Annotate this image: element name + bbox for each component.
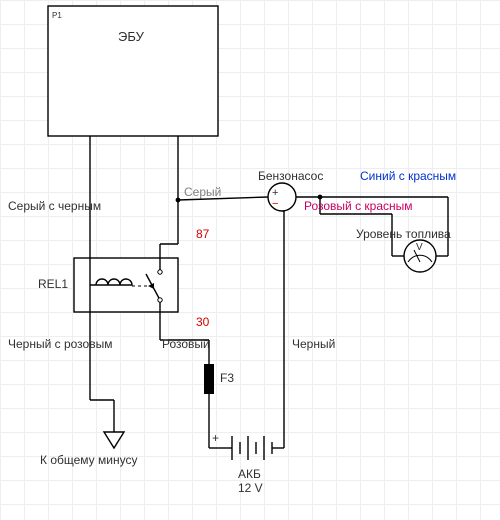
ground-label: К общему минусу: [40, 454, 137, 467]
wire-label-gray-black: Серый с черным: [8, 200, 101, 213]
battery-label-v: 12 V: [238, 482, 263, 495]
relay-pin-87: 87: [196, 228, 209, 241]
wire-label-pink: Розовый: [162, 338, 210, 351]
wire-label-black-pink: Черный с розовым: [8, 338, 112, 351]
battery-label-top: АКБ: [238, 468, 261, 481]
ecu-label: ЭБУ: [118, 30, 144, 44]
battery-plus: +: [212, 432, 219, 445]
wire-label-blue-red: Синий с красным: [360, 170, 456, 183]
battery-symbol: [224, 436, 284, 460]
fuse-label: F3: [220, 372, 234, 385]
relay-pin-30: 30: [196, 316, 209, 329]
pump-label: Бензонасос: [258, 170, 323, 183]
fuel-gauge-label: Уровень топлива: [356, 228, 451, 241]
ground-symbol: [104, 432, 124, 448]
ecu-pin-p1: P1: [52, 12, 62, 21]
wire-label-pink-red: Розовый с красным: [304, 200, 413, 213]
schematic: [0, 0, 500, 520]
wire-label-gray: Серый: [184, 186, 221, 199]
relay-label: REL1: [38, 278, 68, 291]
pump-minus: −: [272, 198, 278, 210]
fuel-gauge-v: V: [416, 242, 423, 253]
wire-label-black: Черный: [292, 338, 335, 351]
fuse: [204, 364, 214, 394]
ecu-box: [48, 6, 218, 136]
